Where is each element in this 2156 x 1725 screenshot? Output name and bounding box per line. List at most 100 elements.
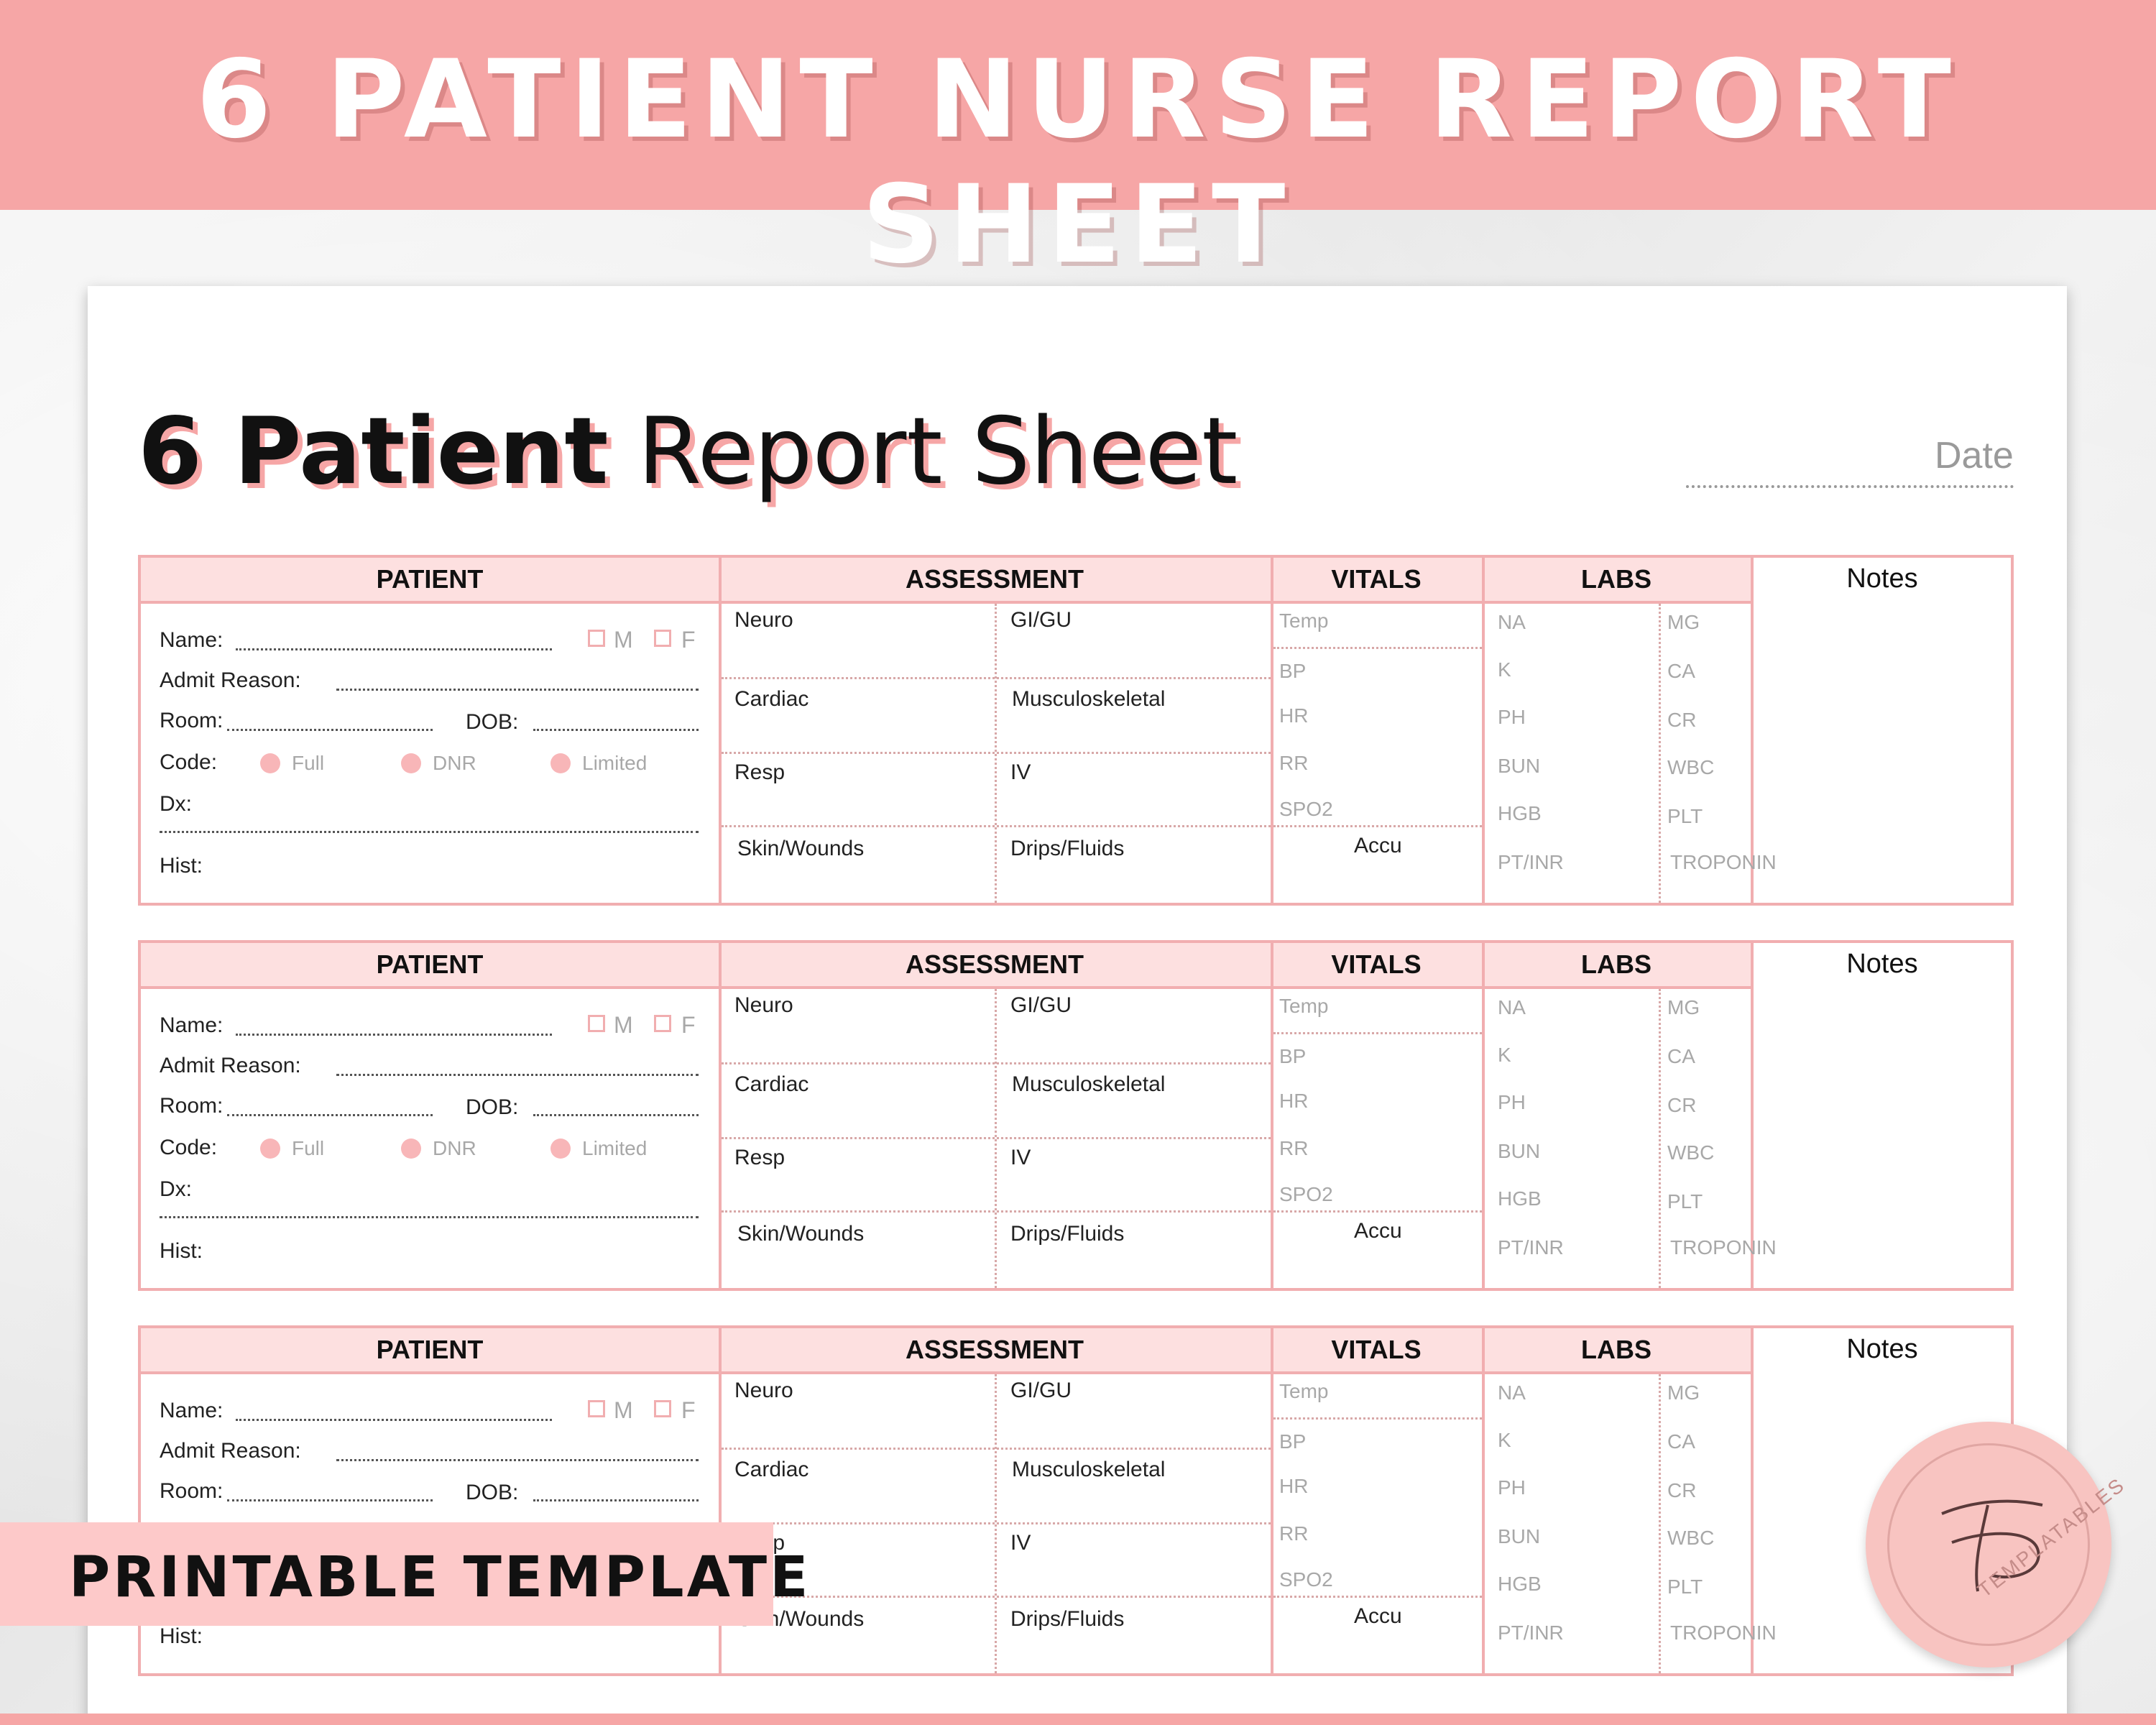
name-field[interactable]: [236, 1034, 552, 1036]
mg-label: MG: [1667, 996, 1700, 1018]
divider: [1482, 1328, 1485, 1673]
musculoskeletal-label: Musculoskeletal: [1012, 687, 1166, 711]
hr-label: HR: [1279, 704, 1309, 727]
admit-field[interactable]: [336, 689, 699, 691]
dob-field[interactable]: [533, 1114, 699, 1116]
male-checkbox[interactable]: [588, 630, 605, 647]
female-checkbox[interactable]: [654, 1015, 671, 1032]
divider: [1482, 558, 1485, 903]
patient-block-1: PATIENT ASSESSMENT VITALS LABS Notes Nam…: [138, 555, 2014, 906]
neuro-label: Neuro: [734, 1379, 793, 1402]
gigu-label: GI/GU: [1010, 608, 1072, 632]
female-checkbox[interactable]: [654, 630, 671, 647]
date-label: Date: [1935, 435, 2014, 477]
full-radio[interactable]: [260, 753, 280, 773]
skin-wounds-label: Skin/Wounds: [737, 837, 865, 860]
plt-label: PLT: [1667, 1190, 1703, 1213]
dnr-label: DNR: [433, 752, 476, 774]
sheet-title: 6 Patient Report Sheet: [138, 398, 1238, 505]
iv-label: IV: [1010, 1531, 1031, 1555]
skin-wounds-label: Skin/Wounds: [737, 1222, 865, 1246]
dnr-radio[interactable]: [401, 753, 421, 773]
assessment-header: ASSESSMENT: [719, 943, 1271, 989]
labs-header: LABS: [1482, 558, 1751, 604]
drips-fluids-label: Drips/Fluids: [1010, 1222, 1125, 1246]
admit-label: Admit Reason:: [160, 668, 301, 692]
bun-label: BUN: [1498, 755, 1541, 777]
sheet-title-bold: 6 Patient: [138, 398, 609, 505]
labs-header: LABS: [1482, 1328, 1751, 1374]
date-input-line[interactable]: [1686, 485, 2014, 488]
drips-fluids-label: Drips/Fluids: [1010, 1607, 1125, 1631]
vitals-header: VITALS: [1271, 1328, 1482, 1374]
neuro-label: Neuro: [734, 608, 793, 632]
female-checkbox[interactable]: [654, 1400, 671, 1417]
plt-label: PLT: [1667, 1576, 1703, 1598]
divider: [719, 943, 722, 1288]
dnr-radio[interactable]: [401, 1138, 421, 1159]
spo2-label: SPO2: [1279, 1183, 1333, 1205]
divider: [1271, 1328, 1273, 1673]
female-label: F: [681, 1012, 696, 1038]
cr-label: CR: [1667, 1479, 1697, 1501]
ph-label: PH: [1498, 706, 1526, 728]
dx-field[interactable]: [160, 831, 699, 833]
divider: [722, 1522, 1271, 1524]
divider: [1273, 825, 1482, 827]
male-label: M: [614, 1397, 633, 1423]
printable-template-banner: PRINTABLE TEMPLATE: [0, 1522, 808, 1626]
hr-label: HR: [1279, 1475, 1309, 1497]
name-field[interactable]: [236, 648, 552, 650]
divider: [719, 1328, 722, 1673]
logo-ring: [1887, 1443, 2090, 1646]
male-checkbox[interactable]: [588, 1015, 605, 1032]
divider: [722, 1137, 1271, 1139]
hgb-label: HGB: [1498, 1187, 1542, 1210]
troponin-label: TROPONIN: [1670, 1622, 1777, 1644]
musculoskeletal-label: Musculoskeletal: [1012, 1072, 1166, 1096]
male-checkbox[interactable]: [588, 1400, 605, 1417]
iv-label: IV: [1010, 760, 1031, 784]
banner-title: 6 PATIENT NURSE REPORT SHEET: [196, 37, 1960, 288]
limited-radio[interactable]: [550, 1138, 571, 1159]
ca-label: CA: [1667, 660, 1695, 682]
room-field[interactable]: [227, 1499, 433, 1501]
dx-field[interactable]: [160, 1216, 699, 1218]
accu-label: Accu: [1354, 1219, 1402, 1243]
admit-field[interactable]: [336, 1459, 699, 1461]
wbc-label: WBC: [1667, 1141, 1715, 1164]
room-label: Room:: [160, 709, 224, 732]
female-label: F: [681, 1397, 696, 1423]
printable-template-text: PRINTABLE TEMPLATE: [69, 1545, 811, 1610]
divider: [1273, 1417, 1482, 1420]
ptinr-label: PT/INR: [1498, 1236, 1564, 1259]
bp-label: BP: [1279, 1430, 1307, 1453]
iv-label: IV: [1010, 1146, 1031, 1169]
dnr-label: DNR: [433, 1137, 476, 1159]
rr-label: RR: [1279, 1522, 1309, 1545]
notes-header: Notes: [1846, 1334, 1918, 1364]
divider: [1482, 943, 1485, 1288]
code-label: Code:: [160, 1136, 218, 1159]
hist-label: Hist:: [160, 1239, 203, 1263]
full-radio[interactable]: [260, 1138, 280, 1159]
room-field[interactable]: [227, 729, 433, 731]
ca-label: CA: [1667, 1430, 1695, 1453]
name-field[interactable]: [236, 1419, 552, 1421]
room-field[interactable]: [227, 1114, 433, 1116]
divider: [1659, 604, 1661, 903]
divider: [1273, 1596, 1482, 1598]
ptinr-label: PT/INR: [1498, 1622, 1564, 1644]
neuro-label: Neuro: [734, 993, 793, 1017]
divider: [1751, 1328, 1754, 1673]
hgb-label: HGB: [1498, 802, 1542, 824]
dob-field[interactable]: [533, 729, 699, 731]
male-label: M: [614, 1012, 633, 1038]
patient-header: PATIENT: [141, 1328, 719, 1374]
sheet-title-light: Report Sheet: [637, 398, 1238, 505]
female-label: F: [681, 627, 696, 653]
dob-field[interactable]: [533, 1499, 699, 1501]
limited-radio[interactable]: [550, 753, 571, 773]
ca-label: CA: [1667, 1045, 1695, 1067]
admit-field[interactable]: [336, 1074, 699, 1076]
